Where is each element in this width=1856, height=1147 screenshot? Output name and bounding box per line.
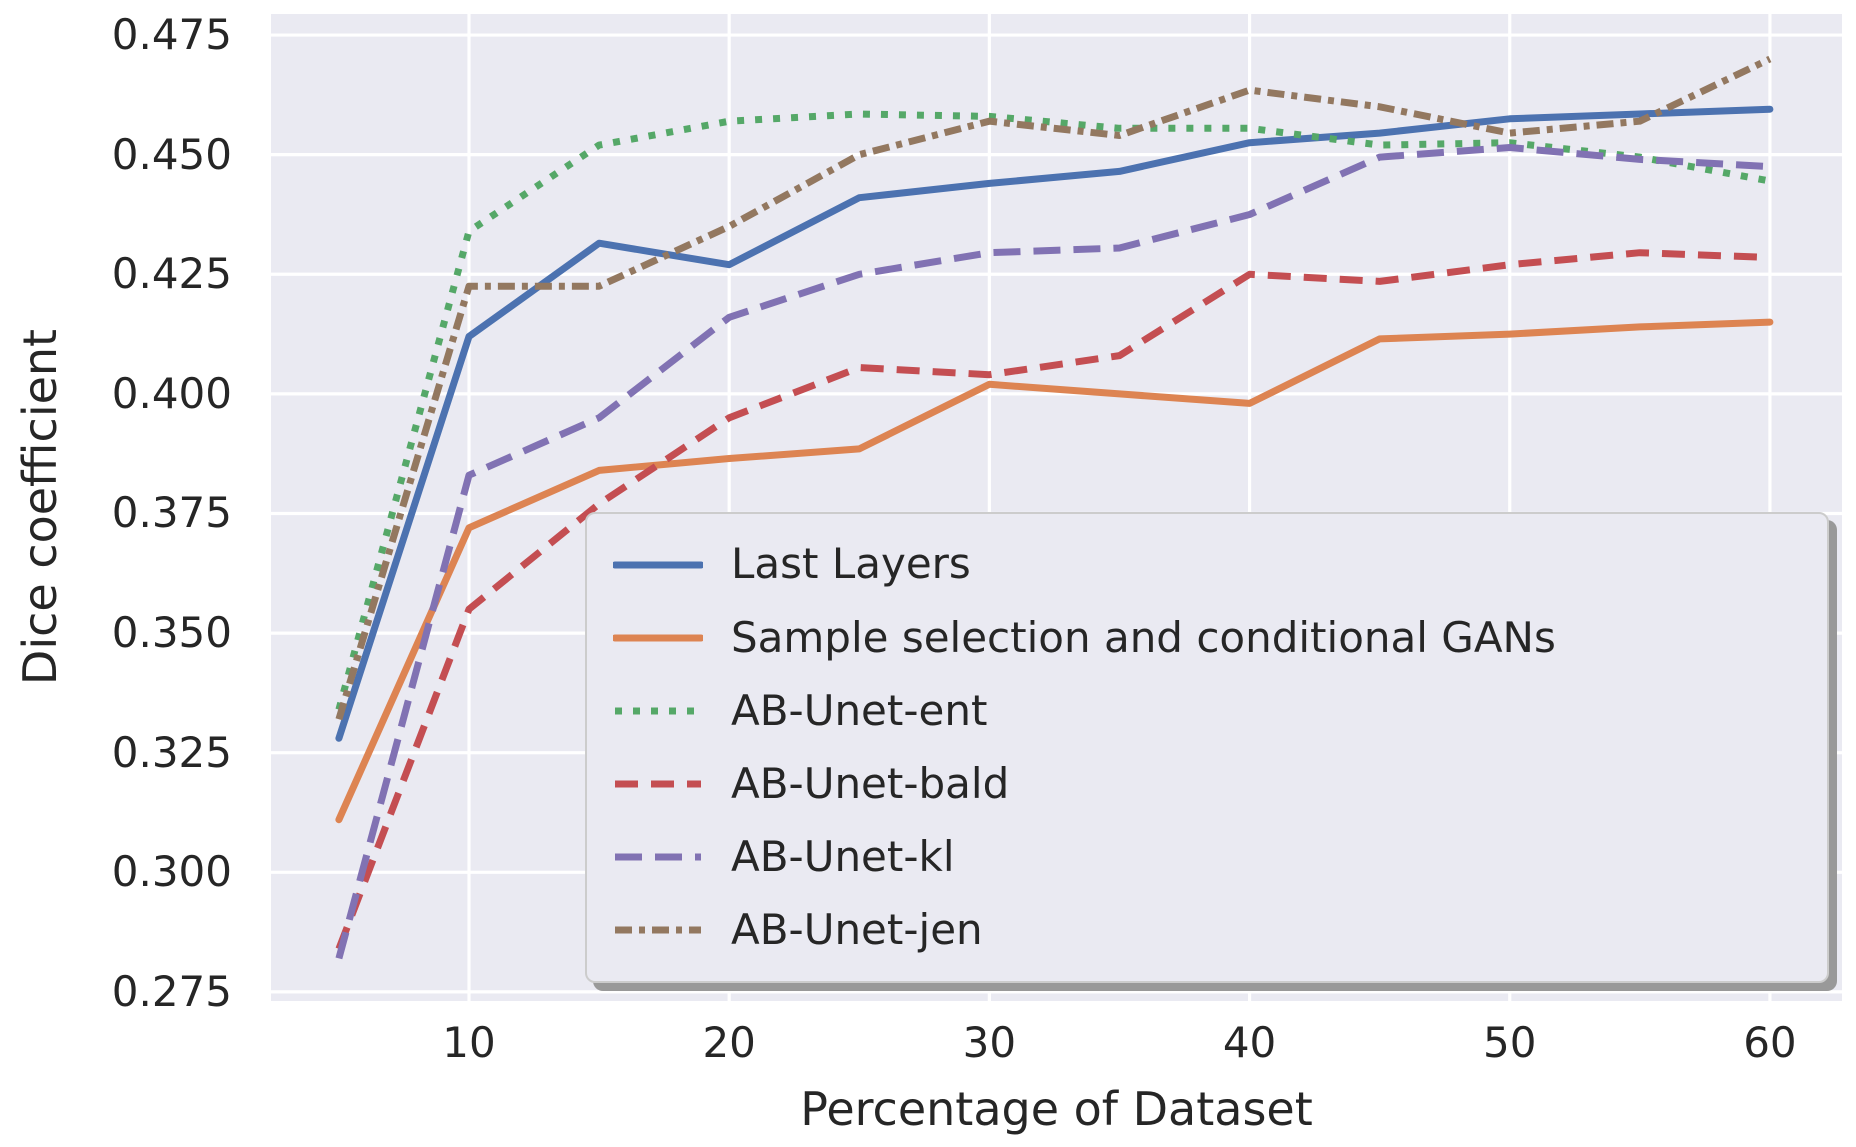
y-tick-label: 0.375 <box>111 488 232 538</box>
legend-label: AB-Unet-ent <box>731 685 988 735</box>
series-line-ab-unet-bald <box>335 249 1771 951</box>
legend-label: AB-Unet-jen <box>731 905 983 955</box>
legend-item: AB-Unet-jen <box>597 907 1817 953</box>
legend-line-sample <box>613 561 703 569</box>
series-line-ab-unet-kl <box>335 144 1771 960</box>
x-tick-label: 30 <box>962 1018 1017 1067</box>
legend-line-sample <box>615 926 701 934</box>
series-line-last-layers <box>335 105 1774 742</box>
legend-label: AB-Unet-bald <box>731 758 1010 808</box>
legend-item: Sample selection and conditional GANs <box>597 612 1817 662</box>
y-tick-label: 0.425 <box>111 249 232 299</box>
legend: Last Layers Sample selection and conditio… <box>585 512 1829 983</box>
x-tick-label: 60 <box>1743 1018 1797 1067</box>
y-axis-label: Dice coefficient <box>13 328 67 686</box>
legend-label: Last Layers <box>731 539 971 589</box>
y-tick-label: 0.475 <box>111 10 232 60</box>
legend-line-sample <box>613 634 703 642</box>
x-axis-label: Percentage of Dataset <box>800 1082 1313 1136</box>
x-tick-label: 50 <box>1483 1018 1537 1067</box>
legend-line-sample <box>615 853 701 861</box>
x-tick-label: 20 <box>702 1018 756 1067</box>
legend-label: AB-Unet-kl <box>731 832 955 882</box>
x-tick-label: 40 <box>1222 1018 1277 1067</box>
y-tick-label: 0.300 <box>111 847 232 897</box>
y-tick-label: 0.325 <box>111 727 232 777</box>
legend-line-sample <box>615 780 701 788</box>
y-tick-label: 0.350 <box>111 608 232 658</box>
series-line-ab-unet-jen <box>335 55 1772 721</box>
y-tick-label: 0.400 <box>111 368 232 418</box>
x-tick-label: 10 <box>442 1018 496 1067</box>
legend-item: AB-Unet-bald <box>597 758 1817 808</box>
series-line-sample-selection-and-conditional-gans <box>335 318 1774 824</box>
legend-item: AB-Unet-kl <box>597 832 1817 882</box>
y-tick-label: 0.450 <box>111 129 232 179</box>
legend-item: Last Layers <box>597 541 1817 587</box>
series-line-ab-unet-ent <box>335 110 1771 711</box>
legend-line-sample <box>615 707 701 715</box>
legend-item: AB-Unet-ent <box>597 685 1817 735</box>
y-tick-label: 0.275 <box>111 966 232 1016</box>
legend-label: Sample selection and conditional GANs <box>731 612 1556 662</box>
